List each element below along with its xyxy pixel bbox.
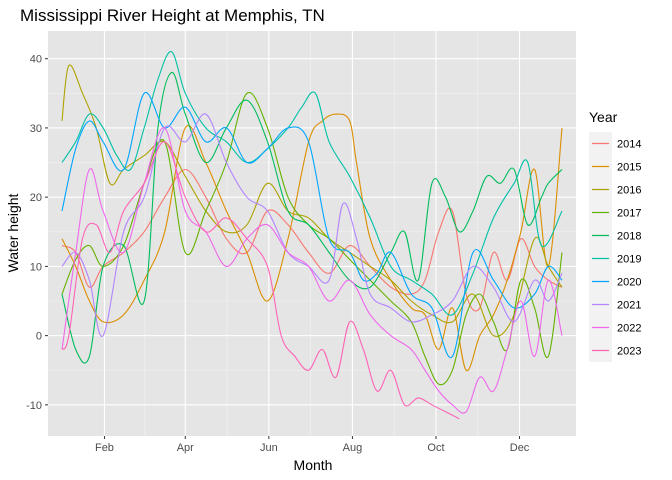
x-tick-label: Oct xyxy=(427,442,444,454)
series-line-2019 xyxy=(61,51,563,316)
plot-panel xyxy=(48,31,576,436)
legend-item-2018: 2018 xyxy=(589,224,641,247)
grid-major xyxy=(48,31,576,436)
legend-item-2019: 2019 xyxy=(589,247,641,270)
series-line-2020 xyxy=(61,92,563,359)
y-tick-label: 30 xyxy=(30,123,42,135)
legend-item-2016: 2016 xyxy=(589,178,641,201)
x-tick-label: Feb xyxy=(95,442,114,454)
legend-item-2023: 2023 xyxy=(589,339,641,362)
y-tick-label: -10 xyxy=(26,400,42,412)
series-line-2014 xyxy=(61,168,563,312)
legend-item-2014: 2014 xyxy=(589,132,641,155)
legend-label-2018: 2018 xyxy=(617,231,641,243)
legend-label-2016: 2016 xyxy=(617,185,641,197)
legend-label-2017: 2017 xyxy=(617,208,641,220)
legend-label-2015: 2015 xyxy=(617,162,641,174)
series-line-2023 xyxy=(61,141,460,420)
chart-title: Mississippi River Height at Memphis, TN xyxy=(20,6,325,25)
y-axis-title: Water height xyxy=(5,193,21,272)
y-tick-label: 40 xyxy=(30,54,42,66)
series-line-2015 xyxy=(61,113,563,371)
y-tick-label: 10 xyxy=(30,261,42,273)
y-tick-label: 0 xyxy=(36,331,42,343)
y-axis-ticks: -10 0 10 20 30 40 xyxy=(26,54,48,412)
legend-item-2017: 2017 xyxy=(589,201,641,224)
series-line-2018 xyxy=(61,71,563,364)
legend-label-2021: 2021 xyxy=(617,300,641,312)
legend-item-2022: 2022 xyxy=(589,316,641,339)
legend-title: Year xyxy=(589,109,618,125)
legend-items: 2014 2015 2016 2017 2018 2019 2020 2021 2022 2023 xyxy=(589,132,641,362)
legend-label-2020: 2020 xyxy=(617,277,641,289)
x-axis-ticks: Feb Apr Jun Aug Oct Dec xyxy=(95,436,530,454)
legend-label-2019: 2019 xyxy=(617,254,641,266)
series-line-2021 xyxy=(61,113,563,337)
legend-label-2014: 2014 xyxy=(617,139,641,151)
legend-label-2023: 2023 xyxy=(617,346,641,358)
series-layer xyxy=(61,51,563,420)
legend: Year 2014 2015 2016 2017 2018 2019 2020 2021 202… xyxy=(589,109,641,362)
legend-item-2015: 2015 xyxy=(589,155,641,178)
series-line-2022 xyxy=(61,127,563,414)
x-tick-label: Aug xyxy=(343,442,363,454)
legend-item-2021: 2021 xyxy=(589,293,641,316)
grid-minor xyxy=(48,31,576,436)
x-axis-title: Month xyxy=(294,457,333,473)
legend-item-2020: 2020 xyxy=(589,270,641,293)
x-tick-label: Apr xyxy=(177,442,194,454)
x-tick-label: Jun xyxy=(260,442,278,454)
x-tick-label: Dec xyxy=(510,442,530,454)
legend-label-2022: 2022 xyxy=(617,323,641,335)
y-tick-label: 20 xyxy=(30,192,42,204)
